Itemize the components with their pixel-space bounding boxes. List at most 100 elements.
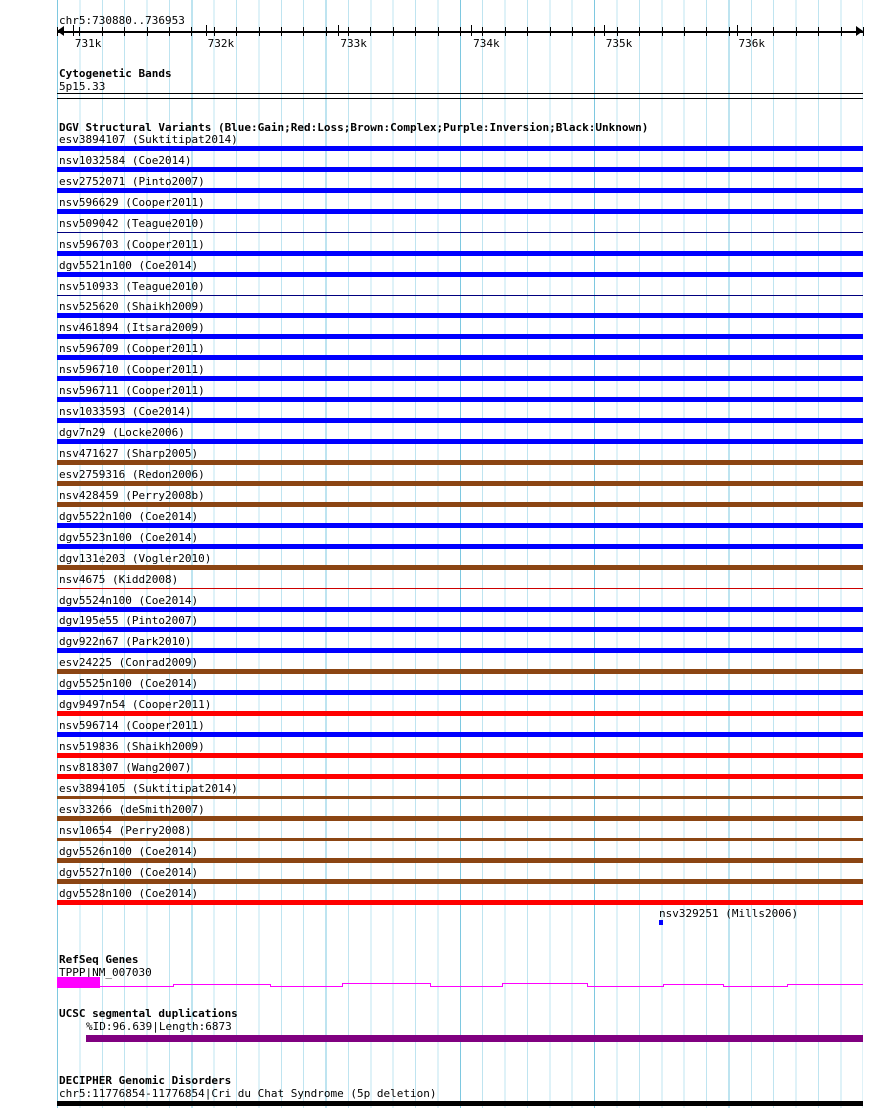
variant-bar[interactable] — [57, 627, 863, 633]
variant-bar[interactable] — [57, 376, 863, 382]
decipher-bar[interactable] — [57, 1101, 863, 1106]
ruler-tick-major — [471, 25, 473, 36]
variant-bar[interactable] — [57, 313, 863, 319]
variant-label[interactable]: nsv510933 (Teague2010) — [59, 279, 205, 293]
variant-label[interactable]: nsv329251 (Mills2006) — [659, 907, 799, 921]
variant-label[interactable]: dgv5523n100 (Coe2014) — [59, 530, 199, 544]
refseq-intron-riser — [173, 984, 174, 987]
variant-bar[interactable] — [57, 606, 863, 612]
ruler-tick-major — [603, 25, 605, 36]
ruler-tick — [795, 27, 797, 36]
refseq-intron-riser — [663, 984, 664, 987]
variant-bar[interactable] — [57, 146, 863, 151]
refseq-exon-block[interactable] — [57, 977, 100, 988]
variant-bar[interactable] — [57, 231, 863, 233]
variant-label[interactable]: esv3894105 (Suktitipat2014) — [59, 781, 238, 795]
variant-bar[interactable] — [57, 648, 863, 654]
variant-row: nsv509042 (Teague2010) — [0, 217, 890, 238]
variant-label[interactable]: nsv818307 (Wang2007) — [59, 760, 192, 774]
variant-bar[interactable] — [57, 857, 863, 863]
variant-label[interactable]: nsv1033593 (Coe2014) — [59, 405, 192, 419]
variant-bar[interactable] — [57, 480, 863, 486]
variant-bar[interactable] — [57, 501, 863, 507]
ruler-tick — [661, 27, 663, 36]
variant-bar[interactable] — [57, 166, 863, 172]
variant-label[interactable]: nsv1032584 (Coe2014) — [59, 153, 192, 167]
variant-label[interactable]: nsv4675 (Kidd2008) — [59, 572, 179, 586]
variant-label[interactable]: dgv195e55 (Pinto2007) — [59, 614, 199, 628]
variant-label[interactable]: esv2752071 (Pinto2007) — [59, 174, 205, 188]
variant-bar[interactable] — [57, 439, 863, 444]
variant-label[interactable]: esv3894107 (Suktitipat2014) — [59, 133, 238, 146]
variant-bar[interactable] — [57, 878, 863, 884]
variant-bar[interactable] — [57, 815, 863, 821]
refseq-intron-riser — [587, 983, 588, 987]
variant-bar[interactable] — [57, 795, 863, 799]
variant-bar[interactable] — [57, 837, 863, 841]
ruler-tick — [370, 27, 372, 36]
ruler-tick-label: 732k — [207, 37, 235, 50]
variant-bar[interactable] — [57, 418, 863, 424]
variant-row: nsv818307 (Wang2007) — [0, 761, 890, 782]
variant-row: esv2759316 (Redon2006) — [0, 468, 890, 489]
variant-bar[interactable] — [57, 669, 863, 675]
variant-bar[interactable] — [57, 334, 863, 340]
variant-label[interactable]: dgv5526n100 (Coe2014) — [59, 844, 199, 858]
variant-label[interactable]: nsv461894 (Itsara2009) — [59, 321, 205, 335]
variant-bar[interactable] — [57, 690, 863, 696]
variant-bar[interactable] — [57, 587, 863, 589]
variant-bar[interactable] — [57, 397, 863, 403]
ruler-tick — [818, 27, 820, 36]
variant-row: nsv510933 (Teague2010) — [0, 280, 890, 301]
segdup-bar[interactable] — [86, 1035, 863, 1042]
ruler-tick — [213, 27, 215, 36]
variant-bar[interactable] — [57, 271, 863, 277]
variant-bar[interactable] — [57, 753, 863, 758]
variant-label[interactable]: nsv596714 (Cooper2011) — [59, 719, 205, 732]
variant-bar[interactable] — [57, 711, 863, 717]
variant-label[interactable]: nsv428459 (Perry2008b) — [59, 488, 205, 502]
variant-label[interactable]: nsv596703 (Cooper2011) — [59, 237, 205, 251]
variant-row: nsv4675 (Kidd2008) — [0, 573, 890, 594]
variant-label[interactable]: nsv596629 (Cooper2011) — [59, 195, 205, 209]
variant-bar[interactable] — [57, 564, 863, 570]
variant-label[interactable]: esv2759316 (Redon2006) — [59, 467, 205, 481]
variant-label[interactable]: dgv5524n100 (Coe2014) — [59, 593, 199, 607]
ruler-tick-label: 731k — [74, 37, 102, 50]
ruler-tick — [168, 27, 170, 36]
variant-bar[interactable] — [57, 355, 863, 361]
variant-label[interactable]: dgv5525n100 (Coe2014) — [59, 677, 199, 691]
variant-bar[interactable] — [57, 294, 863, 296]
variant-label[interactable]: dgv5527n100 (Coe2014) — [59, 865, 199, 879]
variant-bar[interactable] — [57, 899, 863, 905]
variant-bar[interactable] — [57, 250, 863, 256]
ruler-tick — [594, 27, 596, 36]
variant-label[interactable]: nsv596709 (Cooper2011) — [59, 342, 205, 356]
variant-label[interactable]: dgv5528n100 (Coe2014) — [59, 886, 199, 900]
variant-label[interactable]: dgv5521n100 (Coe2014) — [59, 258, 199, 272]
variant-bar[interactable] — [57, 732, 863, 737]
variant-bar[interactable] — [57, 773, 863, 779]
variant-bar[interactable] — [57, 187, 863, 193]
ruler-tick — [571, 27, 573, 36]
variant-label[interactable]: esv24225 (Conrad2009) — [59, 656, 199, 670]
variant-bar[interactable] — [57, 522, 863, 528]
variant-label[interactable]: dgv131e203 (Vogler2010) — [59, 551, 212, 565]
variant-label[interactable]: nsv471627 (Sharp2005) — [59, 446, 199, 460]
variant-label[interactable]: dgv922n67 (Park2010) — [59, 635, 192, 649]
variant-label[interactable]: nsv509042 (Teague2010) — [59, 216, 205, 230]
variant-bar[interactable] — [659, 920, 663, 926]
variant-label[interactable]: nsv525620 (Shaikh2009) — [59, 300, 205, 314]
variant-label[interactable]: dgv5522n100 (Coe2014) — [59, 509, 199, 523]
variant-label[interactable]: esv33266 (deSmith2007) — [59, 802, 205, 816]
variant-label[interactable]: nsv519836 (Shaikh2009) — [59, 740, 205, 753]
variant-bar[interactable] — [57, 459, 863, 465]
variant-label[interactable]: nsv10654 (Perry2008) — [59, 823, 192, 837]
variant-bar[interactable] — [57, 208, 863, 214]
variant-label[interactable]: dgv7n29 (Locke2006) — [59, 426, 185, 439]
variant-label[interactable]: dgv9497n54 (Cooper2011) — [59, 698, 212, 712]
ruler-tick-major — [736, 25, 738, 36]
variant-label[interactable]: nsv596711 (Cooper2011) — [59, 384, 205, 398]
variant-bar[interactable] — [57, 543, 863, 549]
variant-label[interactable]: nsv596710 (Cooper2011) — [59, 363, 205, 377]
